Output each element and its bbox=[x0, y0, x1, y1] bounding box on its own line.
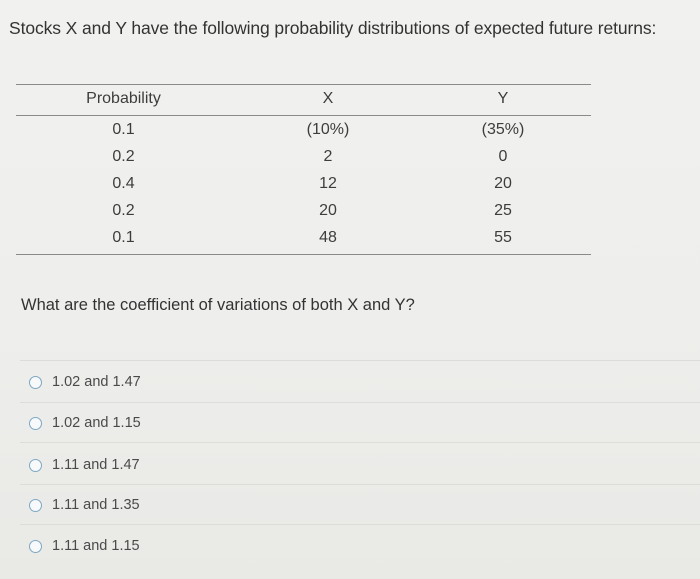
cell-y-1: (35%) bbox=[481, 121, 525, 138]
header-y: Y bbox=[497, 90, 509, 107]
cell-x-3: 12 bbox=[319, 175, 337, 192]
question-prompt: What are the coefficient of variations o… bbox=[21, 296, 415, 314]
answer-option-1[interactable]: 1.02 and 1.47 bbox=[29, 374, 141, 390]
cell-y-4: 25 bbox=[494, 202, 512, 219]
header-x: X bbox=[322, 90, 334, 107]
cell-y-5: 55 bbox=[494, 229, 512, 246]
table-bottom-rule bbox=[16, 254, 591, 255]
cell-prob-5: 0.1 bbox=[112, 229, 135, 246]
option-label: 1.11 and 1.35 bbox=[52, 497, 140, 513]
radio-button[interactable] bbox=[29, 498, 42, 512]
header-probability: Probability bbox=[86, 90, 161, 107]
radio-button[interactable] bbox=[29, 539, 42, 553]
radio-button[interactable] bbox=[29, 416, 42, 430]
cell-y-3: 20 bbox=[494, 175, 512, 192]
divider bbox=[20, 360, 700, 361]
question-text: Stocks X and Y have the following probab… bbox=[9, 18, 657, 38]
divider bbox=[20, 484, 700, 485]
radio-button[interactable] bbox=[29, 375, 42, 389]
divider bbox=[20, 442, 700, 443]
option-label: 1.11 and 1.47 bbox=[52, 457, 140, 473]
cell-x-4: 20 bbox=[319, 202, 337, 219]
cell-y-2: 0 bbox=[498, 148, 508, 165]
cell-prob-1: 0.1 bbox=[112, 121, 135, 138]
cell-x-5: 48 bbox=[319, 229, 337, 246]
cell-prob-2: 0.2 bbox=[112, 148, 135, 165]
answer-option-3[interactable]: 1.11 and 1.47 bbox=[29, 457, 140, 473]
table-header-rule bbox=[16, 115, 591, 116]
cell-prob-4: 0.2 bbox=[112, 202, 135, 219]
option-label: 1.11 and 1.15 bbox=[52, 538, 140, 554]
divider bbox=[20, 402, 700, 403]
table-top-rule bbox=[16, 84, 591, 85]
answer-option-5[interactable]: 1.11 and 1.15 bbox=[29, 538, 140, 554]
answer-option-2[interactable]: 1.02 and 1.15 bbox=[29, 415, 141, 431]
option-label: 1.02 and 1.15 bbox=[52, 415, 141, 431]
cell-prob-3: 0.4 bbox=[112, 175, 135, 192]
radio-button[interactable] bbox=[29, 458, 42, 472]
cell-x-1: (10%) bbox=[306, 121, 350, 138]
divider bbox=[20, 524, 700, 525]
cell-x-2: 2 bbox=[323, 148, 333, 165]
answer-option-4[interactable]: 1.11 and 1.35 bbox=[29, 497, 140, 513]
option-label: 1.02 and 1.47 bbox=[52, 374, 141, 390]
